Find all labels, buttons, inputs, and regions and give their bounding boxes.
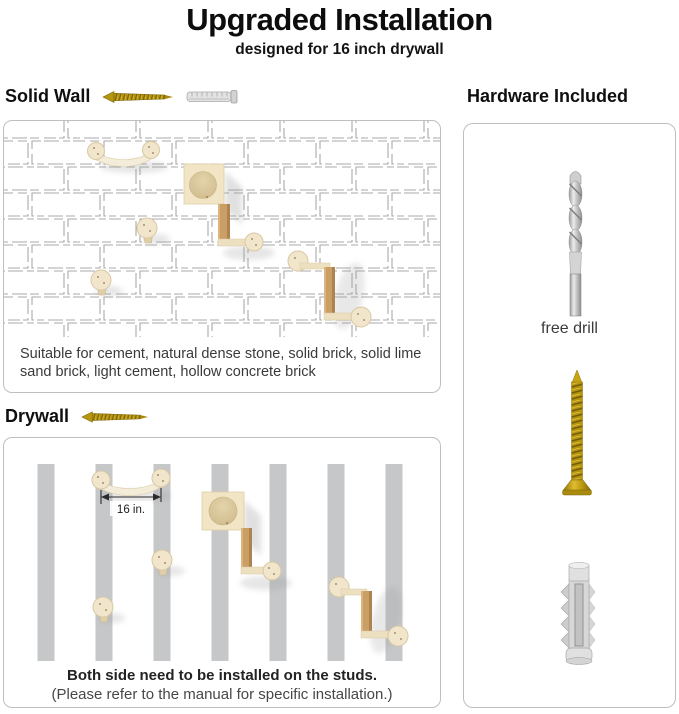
wall-anchor-icon (186, 90, 238, 104)
solid-wall-heading: Solid Wall (5, 86, 91, 106)
screw-icon (561, 369, 593, 496)
wall-anchor-icon (560, 561, 596, 665)
cat-bridge (87, 141, 168, 173)
drywall-heading: Drywall (5, 406, 70, 426)
hardware-panel: free drill (463, 123, 676, 708)
solid-wall-caption: Suitable for cement, natural dense stone… (20, 346, 422, 380)
drywall-note-regular: (Please refer to the manual for specific… (51, 686, 393, 703)
drywall-heading-row: Drywall (5, 406, 149, 427)
cat-zigzag-steps (328, 576, 409, 654)
cat-step (136, 217, 170, 244)
drill-bit-icon (568, 171, 583, 317)
drywall-panel: 16 in. (3, 437, 441, 708)
screw-icon (81, 410, 149, 423)
hardware-heading: Hardware Included (467, 86, 629, 106)
free-drill-label: free drill (541, 320, 598, 337)
cat-zigzag-steps (287, 250, 372, 330)
page-subtitle: designed for 16 inch drywall (235, 41, 444, 58)
dimension-16in: 16 in. (100, 488, 162, 516)
page-title: Upgraded Installation (186, 2, 493, 37)
solid-wall-heading-row: Solid Wall (5, 86, 238, 107)
cat-cube-house (183, 163, 275, 260)
drywall-illustration: 16 in. (37, 464, 409, 661)
hardware-illustration (560, 171, 596, 665)
cat-step (151, 549, 185, 576)
cat-cube-house (201, 491, 292, 590)
solid-wall-panel: Suitable for cement, natural dense stone… (3, 120, 441, 393)
solid-wall-illustration (4, 121, 440, 337)
cat-step (90, 269, 123, 296)
hardware-heading-row: Hardware Included (467, 86, 628, 107)
screw-icon (102, 90, 174, 103)
dimension-label: 16 in. (117, 504, 145, 516)
cat-step (92, 596, 125, 623)
drywall-note-bold: Both side need to be installed on the st… (66, 667, 378, 684)
